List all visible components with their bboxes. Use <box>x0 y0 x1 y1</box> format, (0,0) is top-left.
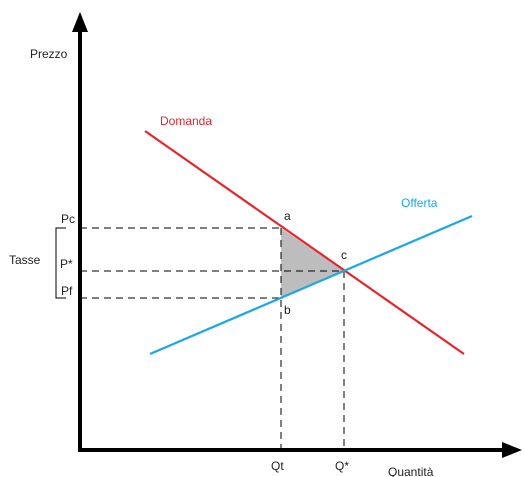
supply-curve <box>149 214 473 356</box>
deadweight-loss-triangle <box>281 228 344 298</box>
y-axis-arrowhead <box>72 12 88 32</box>
price-producer-label: Pf <box>61 284 73 298</box>
supply-label: Offerta <box>401 196 438 210</box>
x-axis-arrowhead <box>502 442 522 458</box>
y-axis-label: Prezzo <box>30 47 68 61</box>
demand-curve <box>144 130 465 355</box>
demand-label: Domanda <box>160 114 212 128</box>
quantity-tax-label: Qt <box>271 459 284 473</box>
quantity-equilibrium-label: Q* <box>335 459 349 473</box>
axes <box>78 28 506 452</box>
point-a-label: a <box>284 209 291 223</box>
tax-label: Tasse <box>9 253 41 267</box>
point-c-label: c <box>341 248 347 262</box>
tax-bracket <box>55 227 66 299</box>
price-equilibrium-label: P* <box>60 257 73 271</box>
x-axis-label: Quantità <box>388 465 434 477</box>
point-b-label: b <box>284 303 291 317</box>
price-consumer-label: Pc <box>61 212 75 226</box>
guide-lines <box>80 227 345 448</box>
